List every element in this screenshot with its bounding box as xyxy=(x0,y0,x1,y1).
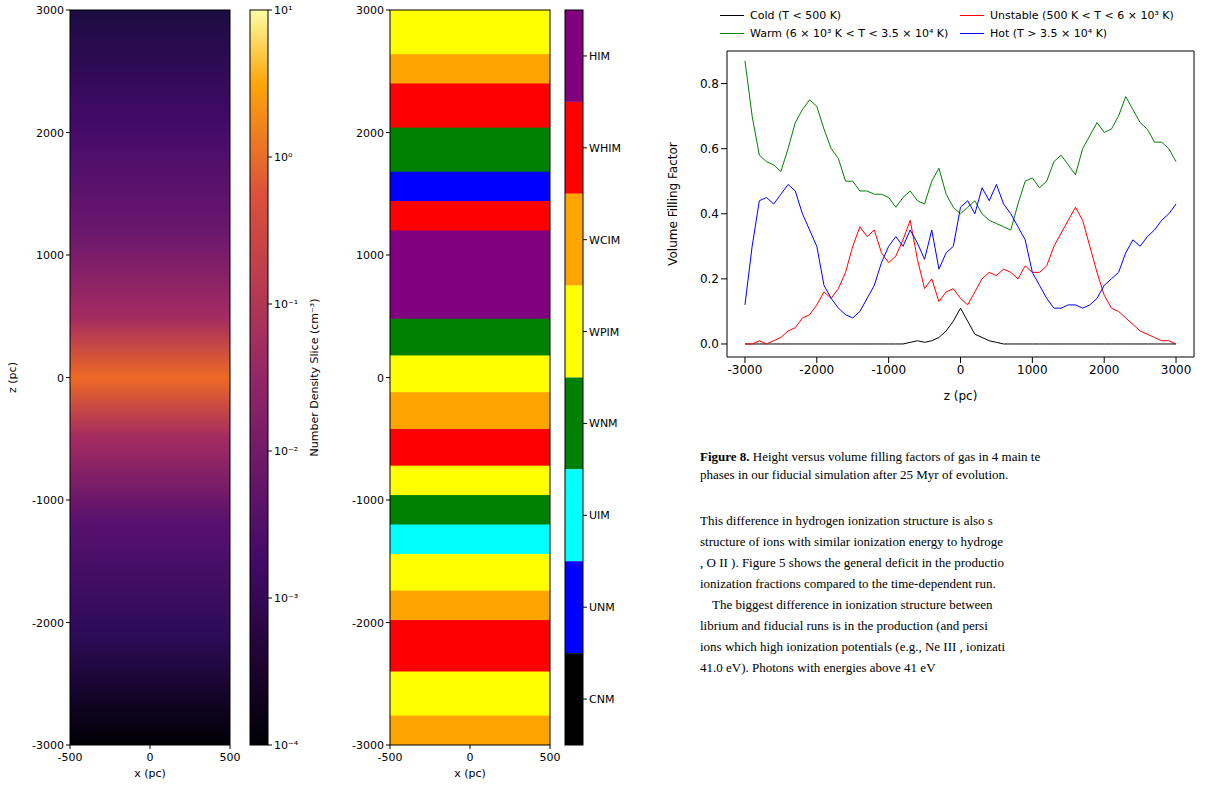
svg-text:2000: 2000 xyxy=(36,127,64,140)
svg-text:0.6: 0.6 xyxy=(700,142,719,156)
svg-text:0.8: 0.8 xyxy=(700,77,719,91)
svg-text:10⁰: 10⁰ xyxy=(274,151,293,164)
svg-text:Number Density Slice (cm⁻³): Number Density Slice (cm⁻³) xyxy=(308,299,321,457)
svg-text:2000: 2000 xyxy=(356,127,384,140)
svg-text:3000: 3000 xyxy=(1161,363,1192,377)
html-text:, O II ). Figure 5 shows the g: , O II ). Figure 5 shows the general def… xyxy=(700,555,1004,570)
svg-text:x (pc): x (pc) xyxy=(454,767,486,780)
svg-text:-500: -500 xyxy=(378,751,403,764)
svg-text:-1000: -1000 xyxy=(871,363,906,377)
svg-text:0: 0 xyxy=(377,372,384,385)
svg-text:z (pc): z (pc) xyxy=(944,389,978,403)
html-text:librium and fiducial runs is i: librium and fiducial runs is in the prod… xyxy=(700,618,988,633)
svg-text:0.2: 0.2 xyxy=(700,272,719,286)
svg-text:3000: 3000 xyxy=(36,4,64,17)
svg-text:UNM: UNM xyxy=(589,601,615,614)
svg-text:500: 500 xyxy=(540,751,561,764)
svg-text:1000: 1000 xyxy=(356,249,384,262)
svg-text:-2000: -2000 xyxy=(799,363,834,377)
svg-text:2000: 2000 xyxy=(1089,363,1120,377)
svg-text:z (pc): z (pc) xyxy=(6,362,19,393)
html-text:phases in our fiducial simulat: phases in our fiducial simulation after … xyxy=(700,467,1009,482)
svg-text:10⁻¹: 10⁻¹ xyxy=(274,298,298,311)
html-text:ionization fractions compared: ionization fractions compared to the tim… xyxy=(700,576,996,591)
svg-text:-3000: -3000 xyxy=(32,739,64,752)
svg-text:-1000: -1000 xyxy=(32,494,64,507)
svg-text:0: 0 xyxy=(57,372,64,385)
html-text:Warm (6 × 10³ K < T < 3.5 × 10: Warm (6 × 10³ K < T < 3.5 × 10⁴ K) xyxy=(750,26,949,40)
html-text:The biggest difference in ioni: The biggest difference in ionization str… xyxy=(712,597,993,612)
svg-text:0: 0 xyxy=(147,751,154,764)
html-text:Unstable (500 K < T < 6 × 10³: Unstable (500 K < T < 6 × 10³ K) xyxy=(990,8,1174,22)
svg-text:10⁻⁴: 10⁻⁴ xyxy=(274,739,299,752)
svg-text:WPIM: WPIM xyxy=(589,326,619,339)
svg-text:500: 500 xyxy=(220,751,241,764)
html-text:Hot (T > 3.5 × 10⁴ K): Hot (T > 3.5 × 10⁴ K) xyxy=(990,26,1108,40)
html-text:Cold (T < 500 K): Cold (T < 500 K) xyxy=(750,8,842,22)
svg-text:-2000: -2000 xyxy=(352,617,384,630)
svg-text:0: 0 xyxy=(957,363,965,377)
svg-text:WHIM: WHIM xyxy=(589,142,621,155)
svg-text:10⁻³: 10⁻³ xyxy=(274,592,298,605)
svg-text:0.4: 0.4 xyxy=(700,207,719,221)
svg-text:HIM: HIM xyxy=(589,50,610,63)
svg-text:3000: 3000 xyxy=(356,4,384,17)
svg-text:-2000: -2000 xyxy=(32,617,64,630)
svg-text:-3000: -3000 xyxy=(352,739,384,752)
svg-text:CNM: CNM xyxy=(589,693,614,706)
svg-text:-500: -500 xyxy=(58,751,83,764)
svg-text:WCIM: WCIM xyxy=(589,234,620,247)
svg-text:-1000: -1000 xyxy=(352,494,384,507)
svg-text:x (pc): x (pc) xyxy=(134,767,166,780)
svg-text:10⁻²: 10⁻² xyxy=(274,445,298,458)
html-text:structure of ions with similar: structure of ions with similar ionizatio… xyxy=(700,534,1003,549)
svg-text:10¹: 10¹ xyxy=(274,4,292,17)
svg-text:-3000: -3000 xyxy=(728,363,763,377)
svg-text:UIM: UIM xyxy=(589,509,610,522)
svg-text:0: 0 xyxy=(467,751,474,764)
html-text:Figure 8. Height versus volume: Figure 8. Height versus volume filling f… xyxy=(700,449,1041,464)
html-text:This difference in hydrogen io: This difference in hydrogen ionization s… xyxy=(700,513,993,528)
svg-text:Volume Filling Factor: Volume Filling Factor xyxy=(666,142,680,266)
svg-text:0.0: 0.0 xyxy=(700,337,719,351)
svg-text:1000: 1000 xyxy=(1017,363,1048,377)
html-text:41.0 eV). Photons with energie: 41.0 eV). Photons with energies above 41… xyxy=(700,660,936,675)
html-text:ions which high ionization pot: ions which high ionization potentials (e… xyxy=(700,639,1006,654)
svg-text:1000: 1000 xyxy=(36,249,64,262)
svg-text:WNM: WNM xyxy=(589,417,618,430)
